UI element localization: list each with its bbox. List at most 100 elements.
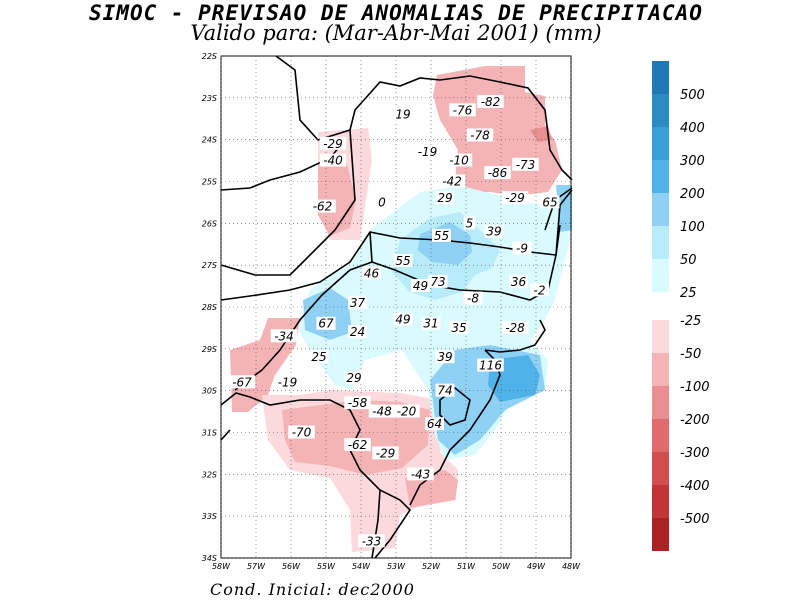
station-value-bg <box>477 358 504 372</box>
station-value: 39 <box>486 225 501 239</box>
station-value-bg <box>372 446 399 460</box>
station-value: -19 <box>418 145 438 159</box>
map-title: SIMOC - PREVISAO DE ANOMALIAS DE PRECIPI… <box>89 1 703 25</box>
station-value-bg <box>362 266 381 280</box>
lon-tick-label: 48W <box>562 562 581 571</box>
lat-tick-label: 22S <box>202 52 217 61</box>
legend-label-positive: 500 <box>680 88 705 103</box>
station-values: 19 -76 -82 -78 -29 -40 -19 -10 -73 -86 -42 29 -29 65 -… <box>228 95 560 548</box>
station-value-bg <box>432 228 451 242</box>
station-value: 0 <box>378 195 386 209</box>
station-value: -62 <box>313 200 333 214</box>
lon-tick-label: 51W <box>457 562 476 571</box>
boundary-line <box>220 129 356 276</box>
station-value-bg <box>509 274 528 288</box>
station-value: -29 <box>376 446 396 460</box>
legend-swatch-positive <box>652 127 669 160</box>
legend-swatch-positive <box>652 94 669 127</box>
map-subtitle: Valido para: (Mar-Abr-Mai 2001) (mm) <box>190 21 602 45</box>
station-value: 24 <box>350 325 365 339</box>
boundary-line <box>220 231 557 301</box>
legend-label-negative: -25 <box>680 314 701 329</box>
station-value: 67 <box>318 317 334 331</box>
station-value: 36 <box>511 275 527 289</box>
color-legend: 500 400 300 200 100 50 25 -25 -50 -100 -200 -300 -40… <box>652 61 710 551</box>
boundary-line <box>374 489 412 559</box>
legend-label-positive: 100 <box>680 220 705 235</box>
station-value-bg <box>376 195 388 209</box>
boundary-line <box>555 189 573 256</box>
station-value: 64 <box>427 417 442 431</box>
lon-tick-label: 54W <box>352 562 371 571</box>
station-value-bg <box>484 166 511 180</box>
lon-tick-label: 58W <box>212 562 231 571</box>
station-value: -67 <box>232 375 252 389</box>
station-value-bg <box>407 467 434 481</box>
positive-area-center-dark <box>418 222 472 265</box>
legend-swatch-negative <box>652 518 669 551</box>
station-value-bg <box>425 417 444 431</box>
lon-tick-label: 56W <box>282 562 301 571</box>
station-value-bg <box>393 253 413 267</box>
legend-label-positive: 25 <box>680 286 697 301</box>
station-value-bg <box>411 279 430 293</box>
lat-tick-label: 23S <box>202 94 217 103</box>
boundary-line <box>261 261 373 371</box>
legend-swatch-positive <box>652 61 669 94</box>
station-value-bg <box>435 383 455 397</box>
station-value: -29 <box>505 191 525 205</box>
lat-tick-label: 25S <box>202 178 217 187</box>
boundary-line <box>484 319 546 353</box>
legend-label-negative: -100 <box>680 380 710 395</box>
station-value: -10 <box>449 154 469 168</box>
station-value-bg <box>477 95 504 109</box>
station-value: -9 <box>516 241 528 255</box>
legend-swatch-positive <box>652 193 669 226</box>
station-value-bg <box>445 153 473 167</box>
station-value-bg <box>344 396 371 410</box>
station-value: 39 <box>437 350 452 364</box>
legend-swatch-negative <box>652 320 669 353</box>
station-value: -70 <box>292 426 312 440</box>
station-value-bg <box>484 224 504 238</box>
legend-label-positive: 200 <box>680 187 705 202</box>
lon-tick-label: 53W <box>387 562 406 571</box>
lon-tick-label: 57W <box>247 562 266 571</box>
station-value-bg <box>438 174 466 188</box>
station-value: 65 <box>542 195 557 209</box>
axis-labels: 22S23S24S25S26S27S28S29S30S31S32S33S34S5… <box>202 52 581 571</box>
station-value: -40 <box>323 154 343 168</box>
station-value-bg <box>319 153 347 167</box>
station-value-bg <box>344 438 371 452</box>
station-value: -82 <box>481 95 501 109</box>
boundary-line <box>220 429 231 441</box>
station-value: -34 <box>274 329 294 343</box>
initial-condition: Cond. Inicial: dec2000 <box>210 580 415 599</box>
legend-label-negative: -400 <box>680 479 710 494</box>
station-value: 25 <box>311 350 326 364</box>
station-value-bg <box>368 404 396 418</box>
lat-tick-label: 29S <box>202 345 217 354</box>
station-value-bg <box>228 375 256 389</box>
lon-tick-label: 55W <box>317 562 336 571</box>
station-value: -19 <box>278 375 298 389</box>
legend-label-positive: 300 <box>680 154 705 169</box>
station-value: -8 <box>467 292 479 306</box>
lat-tick-label: 24S <box>202 136 217 145</box>
station-value: -33 <box>362 534 382 548</box>
lat-tick-label: 32S <box>202 470 217 479</box>
lat-tick-label: 28S <box>202 303 217 312</box>
station-value-bg <box>449 103 476 117</box>
station-value-bg <box>358 534 385 548</box>
station-value-bg <box>309 350 329 364</box>
station-value: 73 <box>430 275 445 289</box>
station-value: -43 <box>411 467 431 481</box>
legend-swatch-positive <box>652 259 669 292</box>
station-value-bg <box>512 241 532 255</box>
map-frame <box>220 55 572 559</box>
station-value-bg <box>501 320 529 334</box>
station-value: -76 <box>453 103 473 117</box>
station-value-bg <box>428 274 448 288</box>
legend-swatch-positive <box>652 160 669 193</box>
station-value: -58 <box>348 396 368 410</box>
